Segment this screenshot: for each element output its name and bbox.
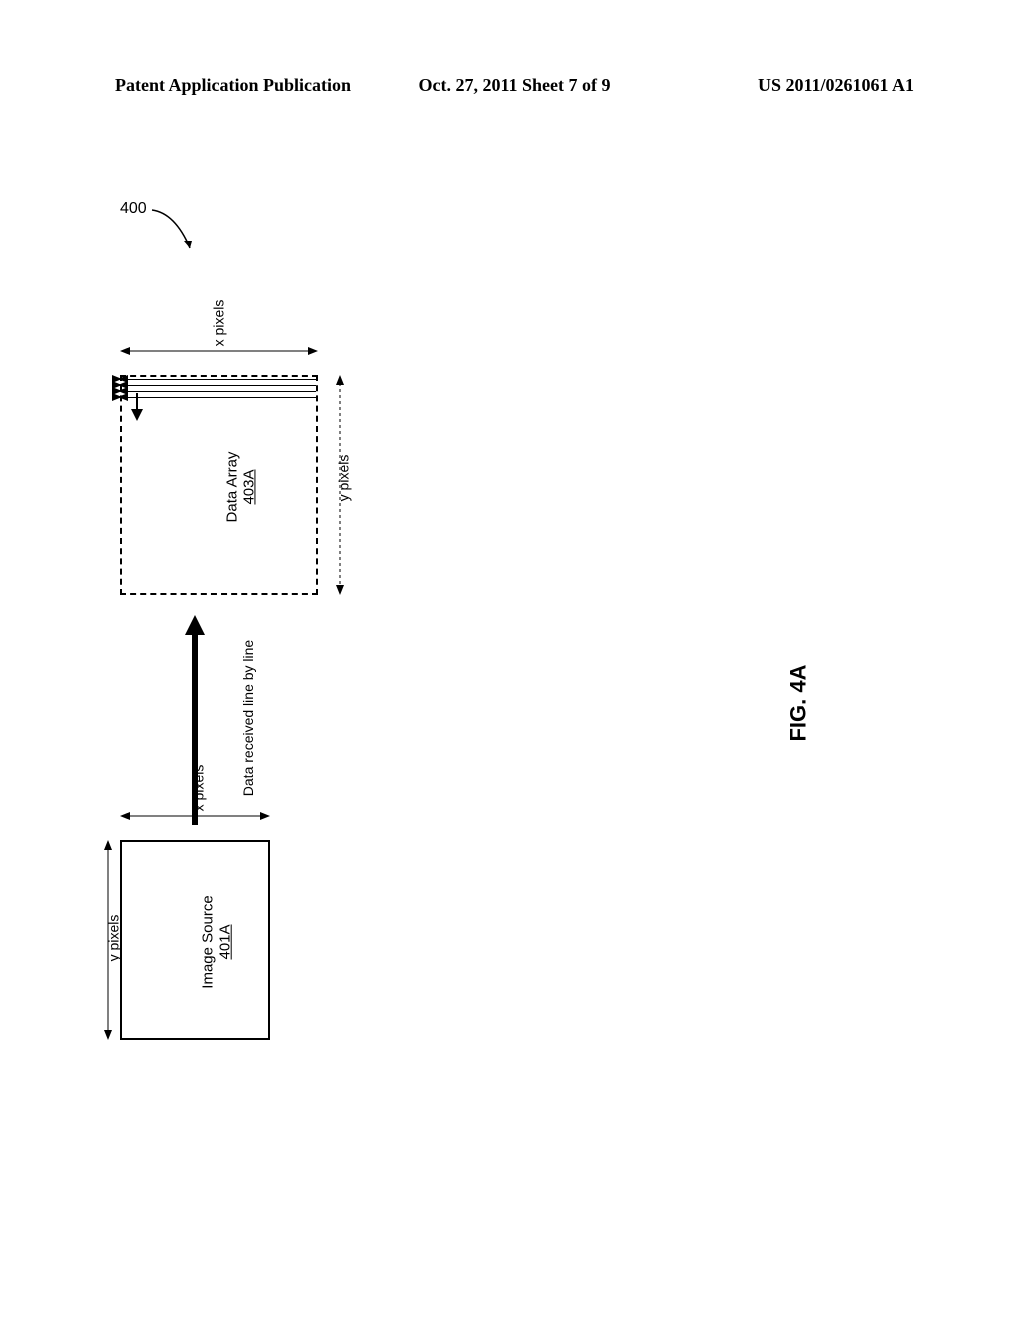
data-line: [122, 379, 316, 380]
data-array-x-axis-arrow: [120, 345, 318, 357]
figure-caption: FIG. 4A: [786, 664, 812, 741]
data-array-ref: 403A: [240, 469, 257, 504]
header-publication-number: US 2011/0261061 A1: [648, 75, 914, 96]
data-array-label: Data Array 403A: [223, 452, 257, 523]
reference-leader-arc: [150, 208, 210, 258]
figure-diagram: 400 Image Source 401A y pixels x pixels …: [120, 200, 350, 1100]
data-line: [122, 385, 316, 386]
transfer-label: Data received line by line: [240, 640, 256, 796]
page-header: Patent Application Publication Oct. 27, …: [0, 0, 1024, 96]
fill-direction-arrow-icon: [130, 393, 144, 421]
data-array-y-axis-arrow: [334, 375, 346, 595]
image-source-ref: 401A: [217, 924, 234, 959]
header-publication-type: Patent Application Publication: [115, 75, 381, 96]
data-line: [122, 391, 316, 392]
transfer-arrow-icon: [180, 615, 210, 835]
header-date-sheet: Oct. 27, 2011 Sheet 7 of 9: [381, 75, 647, 96]
image-source-label: Image Source 401A: [200, 895, 234, 988]
data-array-box: [120, 375, 318, 595]
data-array-x-axis-label: x pixels: [210, 300, 226, 347]
arrow-right-icon: [112, 393, 122, 401]
data-line: [122, 397, 316, 398]
image-source-box: [120, 840, 270, 1040]
image-source-y-axis-arrow: [102, 840, 114, 1040]
reference-number-400: 400: [120, 200, 147, 218]
